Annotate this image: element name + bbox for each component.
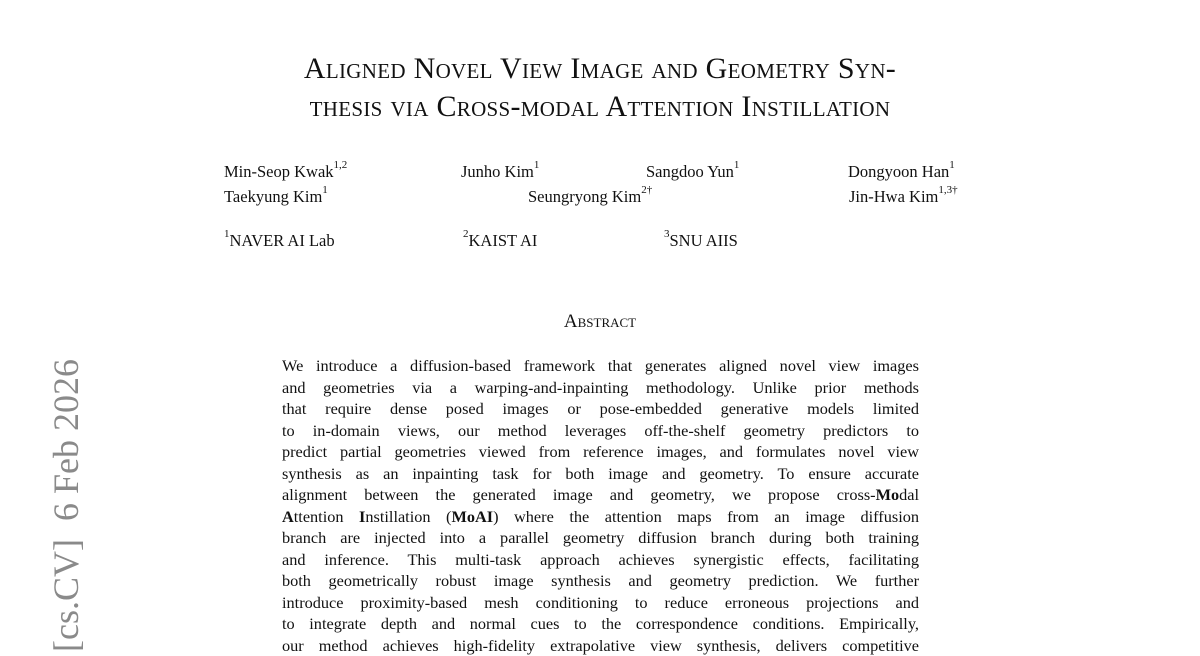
author: Sangdoo Yun1 bbox=[646, 162, 739, 182]
text: ttention bbox=[294, 507, 359, 526]
author: Junho Kim1 bbox=[461, 162, 539, 182]
abstract-line: to in-domain views, our method leverages… bbox=[282, 420, 919, 442]
abstract-line: We introduce a diffusion-based framework… bbox=[282, 355, 919, 377]
abstract-heading: Abstract bbox=[0, 311, 1200, 333]
aff-num: 1 bbox=[224, 228, 230, 240]
abstract-line: synthesis as an inpainting task for both… bbox=[282, 463, 919, 485]
bold-text: MoAI bbox=[451, 507, 493, 526]
author-aff: 1,3† bbox=[938, 184, 957, 196]
author-name: Jin-Hwa Kim bbox=[849, 187, 938, 206]
author-name: Seungryong Kim bbox=[528, 187, 641, 206]
title-line: thesis via Cross-modal Attention Instill… bbox=[150, 88, 1050, 126]
arxiv-stamp: [cs.CV] 6 Feb 2026 bbox=[48, 359, 84, 652]
bold-text: Mo bbox=[876, 485, 900, 504]
author-name: Sangdoo Yun bbox=[646, 162, 734, 181]
text: dal bbox=[899, 485, 919, 504]
aff-name: SNU AIIS bbox=[670, 231, 738, 250]
author-name: Junho Kim bbox=[461, 162, 534, 181]
abstract-line: Attention Instillation (MoAI) where the … bbox=[282, 506, 919, 528]
abstract-line: branch are injected into a parallel geom… bbox=[282, 527, 919, 549]
author-name: Min-Seop Kwak bbox=[224, 162, 334, 181]
text: alignment between the generated image an… bbox=[282, 485, 876, 504]
abstract-body: We introduce a diffusion-based framework… bbox=[282, 355, 919, 656]
abstract-line: and geometries via a warping-and-inpaint… bbox=[282, 377, 919, 399]
author-aff: 1 bbox=[949, 159, 955, 171]
abstract-line: that require dense posed images or pose-… bbox=[282, 398, 919, 420]
author: Min-Seop Kwak1,2 bbox=[224, 162, 347, 182]
author: Jin-Hwa Kim1,3† bbox=[849, 187, 958, 207]
abstract-line: our method achieves high-fidelity extrap… bbox=[282, 635, 919, 656]
abstract-line: predict partial geometries viewed from r… bbox=[282, 441, 919, 463]
author-name: Dongyoon Han bbox=[848, 162, 949, 181]
affiliation: 2KAIST AI bbox=[463, 231, 537, 251]
affiliation: 1NAVER AI Lab bbox=[224, 231, 335, 251]
author: Taekyung Kim1 bbox=[224, 187, 328, 207]
aff-num: 3 bbox=[664, 228, 670, 240]
text: nstillation ( bbox=[365, 507, 451, 526]
author-aff: 1 bbox=[534, 159, 540, 171]
title-line: Aligned Novel View Image and Geometry Sy… bbox=[150, 50, 1050, 88]
author-aff: 2† bbox=[641, 184, 652, 196]
abstract-line: alignment between the generated image an… bbox=[282, 484, 919, 506]
abstract-line: both geometrically robust image synthesi… bbox=[282, 570, 919, 592]
affiliation: 3SNU AIIS bbox=[664, 231, 738, 251]
aff-name: NAVER AI Lab bbox=[230, 231, 335, 250]
paper-title: Aligned Novel View Image and Geometry Sy… bbox=[150, 50, 1050, 126]
author: Seungryong Kim2† bbox=[528, 187, 652, 207]
author-name: Taekyung Kim bbox=[224, 187, 322, 206]
aff-name: KAIST AI bbox=[469, 231, 538, 250]
author: Dongyoon Han1 bbox=[848, 162, 955, 182]
author-aff: 1 bbox=[734, 159, 740, 171]
text: ) where the attention maps from an image… bbox=[493, 507, 919, 526]
abstract-line: and inference. This multi-task approach … bbox=[282, 549, 919, 571]
author-aff: 1 bbox=[322, 184, 328, 196]
aff-num: 2 bbox=[463, 228, 469, 240]
abstract-line: introduce proximity-based mesh condition… bbox=[282, 592, 919, 614]
abstract-line: to integrate depth and normal cues to th… bbox=[282, 613, 919, 635]
author-aff: 1,2 bbox=[334, 159, 348, 171]
bold-text: A bbox=[282, 507, 294, 526]
